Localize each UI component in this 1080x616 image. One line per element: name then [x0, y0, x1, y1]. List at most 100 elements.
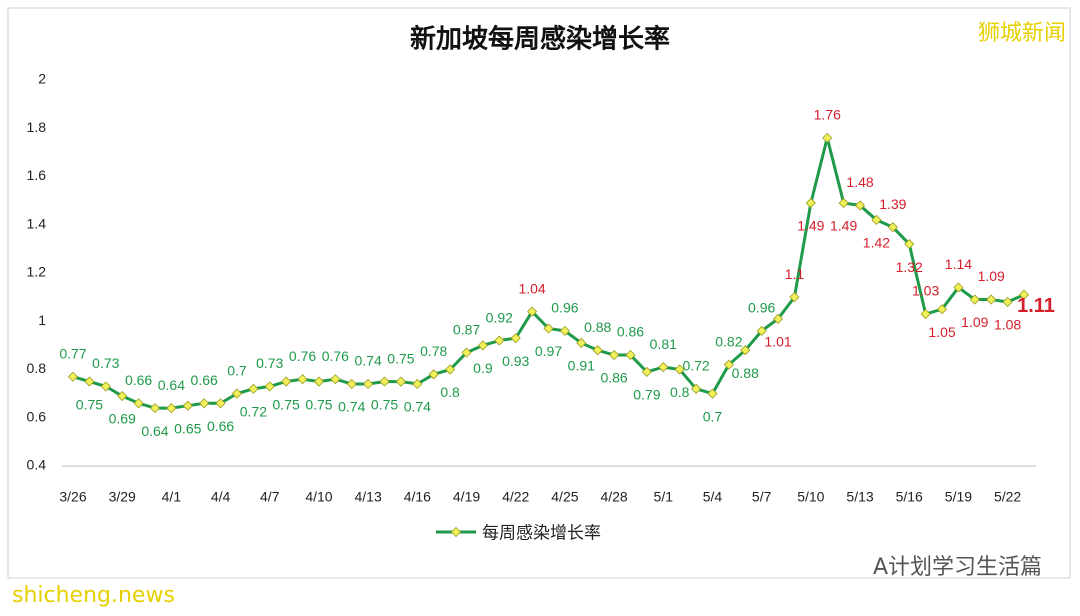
y-tick-label: 0.4: [27, 457, 47, 473]
value-label: 0.88: [584, 319, 611, 335]
value-label: 0.91: [568, 358, 595, 374]
marker: [117, 390, 128, 402]
x-tick-label: 4/13: [355, 489, 382, 505]
marker: [100, 381, 111, 392]
value-label: 0.96: [748, 300, 775, 316]
x-tick-label: 4/22: [502, 489, 529, 505]
marker: [182, 400, 193, 411]
value-label: 0.92: [486, 309, 513, 325]
value-label: 0.73: [92, 355, 119, 371]
marker: [854, 200, 866, 211]
x-tick-label: 4/28: [600, 489, 627, 505]
chart-frame: [7, 7, 1071, 579]
x-tick-label: 5/4: [703, 489, 723, 505]
marker: [920, 308, 931, 320]
marker: [969, 294, 980, 305]
marker: [363, 378, 374, 390]
value-label: 1.49: [830, 218, 857, 234]
value-label: 1.76: [814, 107, 841, 123]
marker: [281, 376, 292, 387]
watermark: 狮城新闻: [978, 21, 1066, 46]
value-label: 1.08: [994, 317, 1021, 333]
chart-title: 新加坡每周感染增长率: [410, 24, 670, 55]
x-tick-label: 4/4: [211, 489, 231, 505]
marker: [592, 345, 603, 356]
legend-marker: [450, 526, 462, 538]
marker: [84, 376, 95, 387]
x-tick-label: 5/22: [994, 489, 1021, 505]
y-tick-label: 0.6: [27, 408, 47, 424]
marker: [379, 376, 390, 387]
value-label: 0.82: [715, 333, 742, 349]
value-label: 1.05: [928, 324, 955, 340]
x-tick-label: 4/7: [260, 489, 280, 505]
marker: [576, 337, 587, 349]
value-label: 1.1: [785, 266, 805, 282]
value-label: 0.96: [551, 300, 578, 316]
y-tick-label: 0.8: [27, 360, 47, 376]
marker: [986, 294, 997, 305]
x-tick-label: 3/29: [109, 489, 136, 505]
x-tick-label: 4/1: [162, 489, 182, 505]
x-tick-label: 4/19: [453, 489, 480, 505]
marker: [445, 364, 456, 375]
marker: [199, 398, 210, 409]
value-label: 0.65: [174, 420, 201, 436]
x-tick-label: 5/19: [945, 489, 972, 505]
x-tick-label: 5/7: [752, 489, 772, 505]
value-label: 0.75: [305, 396, 332, 412]
marker: [346, 378, 357, 390]
value-label: 0.66: [191, 372, 218, 388]
marker: [1018, 289, 1030, 300]
value-label: 0.75: [371, 396, 398, 412]
value-label: 0.75: [76, 396, 103, 412]
value-label: 0.64: [158, 377, 185, 393]
value-label: 1.09: [978, 268, 1005, 284]
value-label: 0.93: [502, 353, 529, 369]
marker: [149, 403, 161, 414]
y-tick-label: 2: [38, 71, 46, 87]
value-label: 1.09: [961, 314, 988, 330]
value-label: 1.03: [912, 283, 939, 299]
value-label: 0.66: [207, 418, 234, 434]
marker: [133, 398, 144, 409]
value-label: 0.76: [289, 348, 316, 364]
value-label: 0.76: [322, 348, 349, 364]
value-label: 0.78: [420, 343, 447, 359]
marker: [691, 383, 702, 394]
marker: [838, 197, 849, 209]
marker: [953, 282, 964, 293]
y-tick-label: 1: [38, 312, 46, 328]
marker: [494, 335, 505, 346]
value-label: 0.75: [387, 350, 414, 366]
marker: [904, 238, 915, 250]
legend-label: 每周感染增长率: [482, 524, 601, 544]
marker: [805, 197, 816, 209]
x-tick-label: 4/10: [305, 489, 332, 505]
value-label: 0.8: [670, 384, 690, 400]
value-label: 0.7: [703, 408, 723, 424]
value-label: 0.74: [338, 399, 365, 415]
marker: [707, 388, 718, 399]
y-tick-label: 1.8: [27, 119, 47, 135]
value-label: 0.86: [600, 370, 627, 386]
marker: [559, 325, 570, 336]
value-label: 1.42: [863, 235, 890, 251]
marker: [609, 349, 620, 361]
marker: [248, 383, 259, 394]
value-label: 0.66: [125, 372, 152, 388]
marker: [1002, 296, 1013, 308]
y-tick-label: 1.4: [27, 215, 47, 231]
value-label: 1.49: [797, 218, 824, 234]
value-label: 1.48: [846, 174, 873, 190]
marker: [166, 403, 177, 414]
marker: [756, 325, 767, 336]
value-label: 0.8: [440, 384, 460, 400]
marker: [674, 364, 685, 375]
marker: [461, 347, 472, 358]
value-label: 1.04: [518, 280, 545, 296]
value-label: 0.72: [682, 358, 709, 374]
marker: [67, 371, 79, 382]
